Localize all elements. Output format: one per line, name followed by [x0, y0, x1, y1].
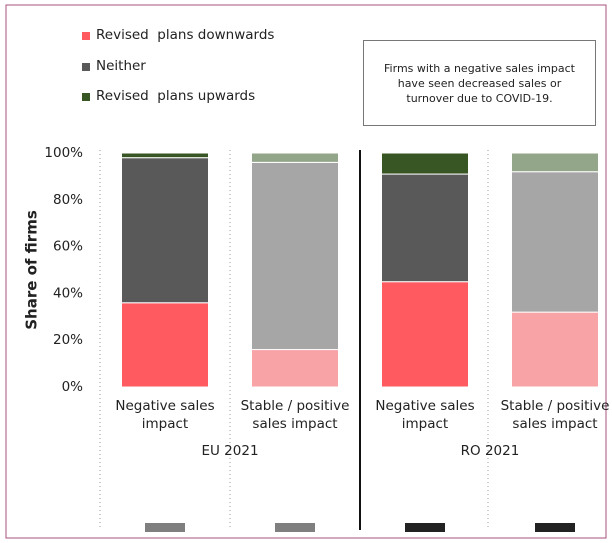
legend-swatch: [82, 93, 90, 101]
y-tick-label: 20%: [53, 332, 83, 348]
frame: [5, 4, 607, 539]
y-tick-label: 0%: [62, 379, 84, 395]
legend-swatch: [82, 62, 90, 71]
decor: [275, 523, 315, 532]
decor: [405, 523, 445, 532]
bar-segment: [251, 349, 339, 388]
bar-segment: [381, 152, 469, 175]
y-tick-label: 40%: [53, 285, 83, 301]
bar-segment: [121, 302, 209, 388]
group-label: EU 2021: [201, 443, 259, 459]
bar-segment: [121, 152, 209, 159]
x-tick-label: Stable / positive sales impact: [500, 398, 610, 432]
decor: [145, 523, 185, 532]
y-tick-label: 80%: [53, 192, 83, 208]
bar-segment: [381, 281, 469, 388]
legend-label: Revised plans upwards: [96, 88, 256, 104]
x-tick-label: Stable / positive sales impact: [240, 398, 350, 432]
x-tick-label: Negative sales impact: [115, 398, 215, 432]
legend-swatch: [82, 32, 90, 40]
y-tick-label: 100%: [44, 145, 83, 161]
decor: [535, 523, 575, 532]
bar-segment: [381, 173, 469, 283]
bar-segment: [511, 311, 599, 388]
bar-segment: [511, 171, 599, 313]
bar-segment: [251, 152, 339, 163]
x-tick-label: Negative sales impact: [375, 398, 475, 432]
annotation: Firms with a negative sales impact have …: [363, 40, 596, 126]
bar-segment: [121, 157, 209, 304]
y-tick-label: 60%: [53, 239, 83, 255]
bar-segment: [511, 152, 599, 173]
legend-label: Revised plans downwards: [96, 27, 275, 43]
bar-segment: [251, 161, 339, 351]
y-axis-title: Share of firms: [23, 210, 41, 330]
legend-label: Neither: [96, 57, 146, 74]
group-label: RO 2021: [460, 443, 520, 459]
